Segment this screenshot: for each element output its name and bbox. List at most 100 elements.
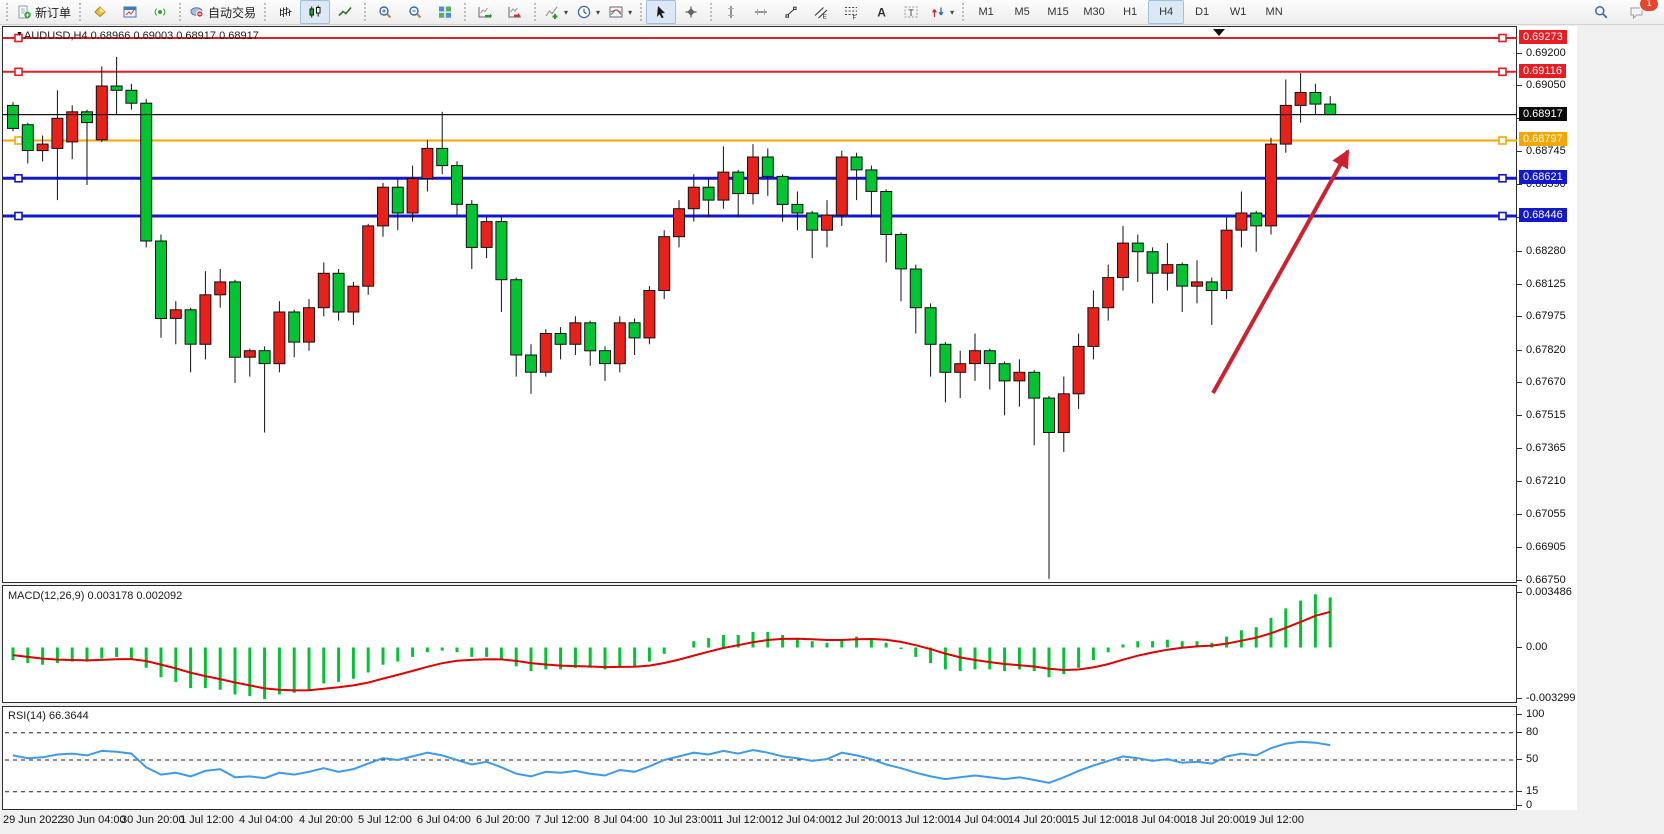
new-order-button[interactable]: 新订单 bbox=[12, 0, 75, 24]
periods-button[interactable]: ▾ bbox=[572, 0, 604, 24]
candle bbox=[983, 350, 996, 365]
line-handle[interactable] bbox=[1498, 174, 1507, 183]
toolbar-grip[interactable] bbox=[6, 3, 8, 21]
arrows-tool-button[interactable]: ▾ bbox=[926, 0, 958, 24]
signal-button[interactable] bbox=[145, 0, 175, 24]
candle bbox=[1220, 229, 1233, 291]
line-chart-button[interactable] bbox=[330, 0, 360, 24]
cursor-tool-button[interactable] bbox=[646, 0, 677, 24]
toolbar-grip[interactable] bbox=[79, 3, 82, 21]
text-tool-button[interactable]: A bbox=[866, 0, 896, 24]
line-handle[interactable] bbox=[1498, 67, 1507, 77]
channel-icon: E bbox=[814, 7, 828, 20]
candlestick-chart-button[interactable] bbox=[300, 0, 331, 24]
candle bbox=[895, 234, 907, 270]
date-axis[interactable]: 29 Jun 2022 30 Jun 04:00 30 Jun 20:00 1 Jul… bbox=[2, 810, 1577, 834]
line-handle[interactable] bbox=[14, 211, 23, 221]
price-chart-pane[interactable] bbox=[2, 26, 1518, 584]
candle bbox=[1324, 103, 1337, 116]
trend-arrow-annotation[interactable] bbox=[1211, 149, 1350, 394]
candle bbox=[954, 363, 967, 373]
candle bbox=[184, 309, 197, 345]
line-handle[interactable] bbox=[14, 33, 23, 43]
zoom-in-icon bbox=[379, 6, 392, 19]
gold-symbol-button[interactable] bbox=[85, 0, 115, 24]
toolbar-grip[interactable] bbox=[364, 3, 367, 21]
candlestick-chart-canvas[interactable] bbox=[3, 27, 1518, 584]
vline-icon bbox=[728, 6, 735, 18]
vertical-line-tool-button[interactable] bbox=[716, 0, 746, 24]
toolbar-grip[interactable] bbox=[710, 3, 713, 21]
rsi-canvas[interactable] bbox=[3, 707, 1518, 811]
macd-indicator-pane[interactable] bbox=[2, 585, 1517, 703]
date-tick-label: 7 Jul 12:00 bbox=[535, 814, 589, 826]
timeframe-d1-button[interactable]: D1 bbox=[1195, 6, 1210, 18]
candle bbox=[1176, 264, 1189, 287]
timeframe-mn-button[interactable]: MN bbox=[1265, 6, 1283, 18]
rsi-indicator-pane[interactable] bbox=[2, 706, 1517, 810]
timeframe-m5-button[interactable]: M5 bbox=[1014, 6, 1030, 18]
search-button[interactable] bbox=[1586, 0, 1616, 24]
tile-windows-button[interactable] bbox=[430, 0, 460, 24]
line-handle[interactable] bbox=[1498, 33, 1507, 43]
timeframe-h4-button[interactable]: H4 bbox=[1148, 0, 1185, 24]
dropdown-caret-icon[interactable]: ▾ bbox=[564, 7, 569, 17]
date-tick-label: 14 Jul 20:00 bbox=[1008, 814, 1068, 826]
line-handle[interactable] bbox=[1498, 211, 1507, 221]
price-axis[interactable]: 0.692000.690500.688950.687450.685900.684… bbox=[1517, 26, 1577, 811]
timeframe-m30-button[interactable]: M30 bbox=[1083, 6, 1105, 18]
timeframe-w1-button[interactable]: W1 bbox=[1229, 6, 1247, 18]
fibonacci-tool-button[interactable]: F bbox=[836, 0, 866, 24]
rsi-indicator-label: RSI(14) 66.3644 bbox=[8, 710, 89, 722]
dropdown-caret-icon[interactable]: ▾ bbox=[596, 7, 601, 17]
chat-button[interactable]: 1 bbox=[1622, 0, 1659, 24]
timeframe-h1-button[interactable]: H1 bbox=[1123, 6, 1138, 18]
candle bbox=[273, 311, 286, 365]
dropdown-caret-icon[interactable]: ▾ bbox=[950, 7, 955, 17]
autotrading-button[interactable]: 自动交易 bbox=[185, 0, 260, 24]
template-icon bbox=[609, 6, 623, 18]
candle bbox=[125, 89, 138, 104]
date-tick-label: 12 Jul 04:00 bbox=[771, 814, 831, 826]
candle bbox=[909, 268, 922, 309]
candle bbox=[628, 322, 641, 339]
toolbar-grip[interactable] bbox=[640, 3, 643, 21]
chart-shift-button[interactable] bbox=[500, 0, 530, 24]
toolbar-grip[interactable] bbox=[179, 3, 182, 21]
gold-icon bbox=[94, 6, 106, 18]
line-handle[interactable] bbox=[14, 174, 23, 183]
timeframe-m1-button[interactable]: M1 bbox=[978, 6, 994, 18]
line-handle[interactable] bbox=[14, 136, 23, 145]
text-label-tool-button[interactable]: T bbox=[896, 0, 926, 24]
timeframe-m15-button[interactable]: M15 bbox=[1047, 6, 1069, 18]
macd-canvas[interactable] bbox=[3, 586, 1518, 704]
toolbar-grip[interactable] bbox=[464, 3, 467, 21]
candle bbox=[584, 322, 597, 352]
line-handle[interactable] bbox=[1498, 136, 1507, 145]
zoom-in-button[interactable] bbox=[370, 0, 400, 24]
indicators-button[interactable]: ▾ bbox=[540, 0, 572, 24]
toolbar-grip[interactable] bbox=[264, 3, 267, 21]
zoom-out-button[interactable] bbox=[400, 0, 430, 24]
price-tick-label: 0.68280 bbox=[1526, 245, 1566, 257]
chart-shift-marker[interactable] bbox=[1213, 29, 1225, 36]
bar-chart-button[interactable] bbox=[270, 0, 300, 24]
toolbar-grip[interactable] bbox=[534, 3, 537, 21]
macd-signal-line bbox=[12, 610, 1331, 692]
crosshair-tool-button[interactable] bbox=[676, 0, 706, 24]
price-tick-label: 0.69200 bbox=[1526, 47, 1566, 59]
date-tick-label: 30 Jun 04:00 bbox=[62, 814, 126, 826]
channel-tool-button[interactable]: E bbox=[806, 0, 836, 24]
horizontal-line-tool-button[interactable] bbox=[746, 0, 776, 24]
price-tick-label: 0.67055 bbox=[1526, 508, 1566, 520]
arrows-tool-icon bbox=[932, 7, 944, 17]
auto-scroll-button[interactable] bbox=[470, 0, 500, 24]
templates-button[interactable]: ▾ bbox=[604, 0, 636, 24]
dropdown-caret-icon[interactable]: ▾ bbox=[628, 7, 633, 17]
toolbar-grip[interactable] bbox=[962, 3, 965, 21]
price-tick-label: 0.68745 bbox=[1526, 145, 1566, 157]
textlabel-icon: T bbox=[904, 6, 918, 18]
line-handle[interactable] bbox=[14, 67, 23, 77]
market-window-button[interactable] bbox=[115, 0, 145, 24]
trendline-tool-button[interactable] bbox=[776, 0, 806, 24]
